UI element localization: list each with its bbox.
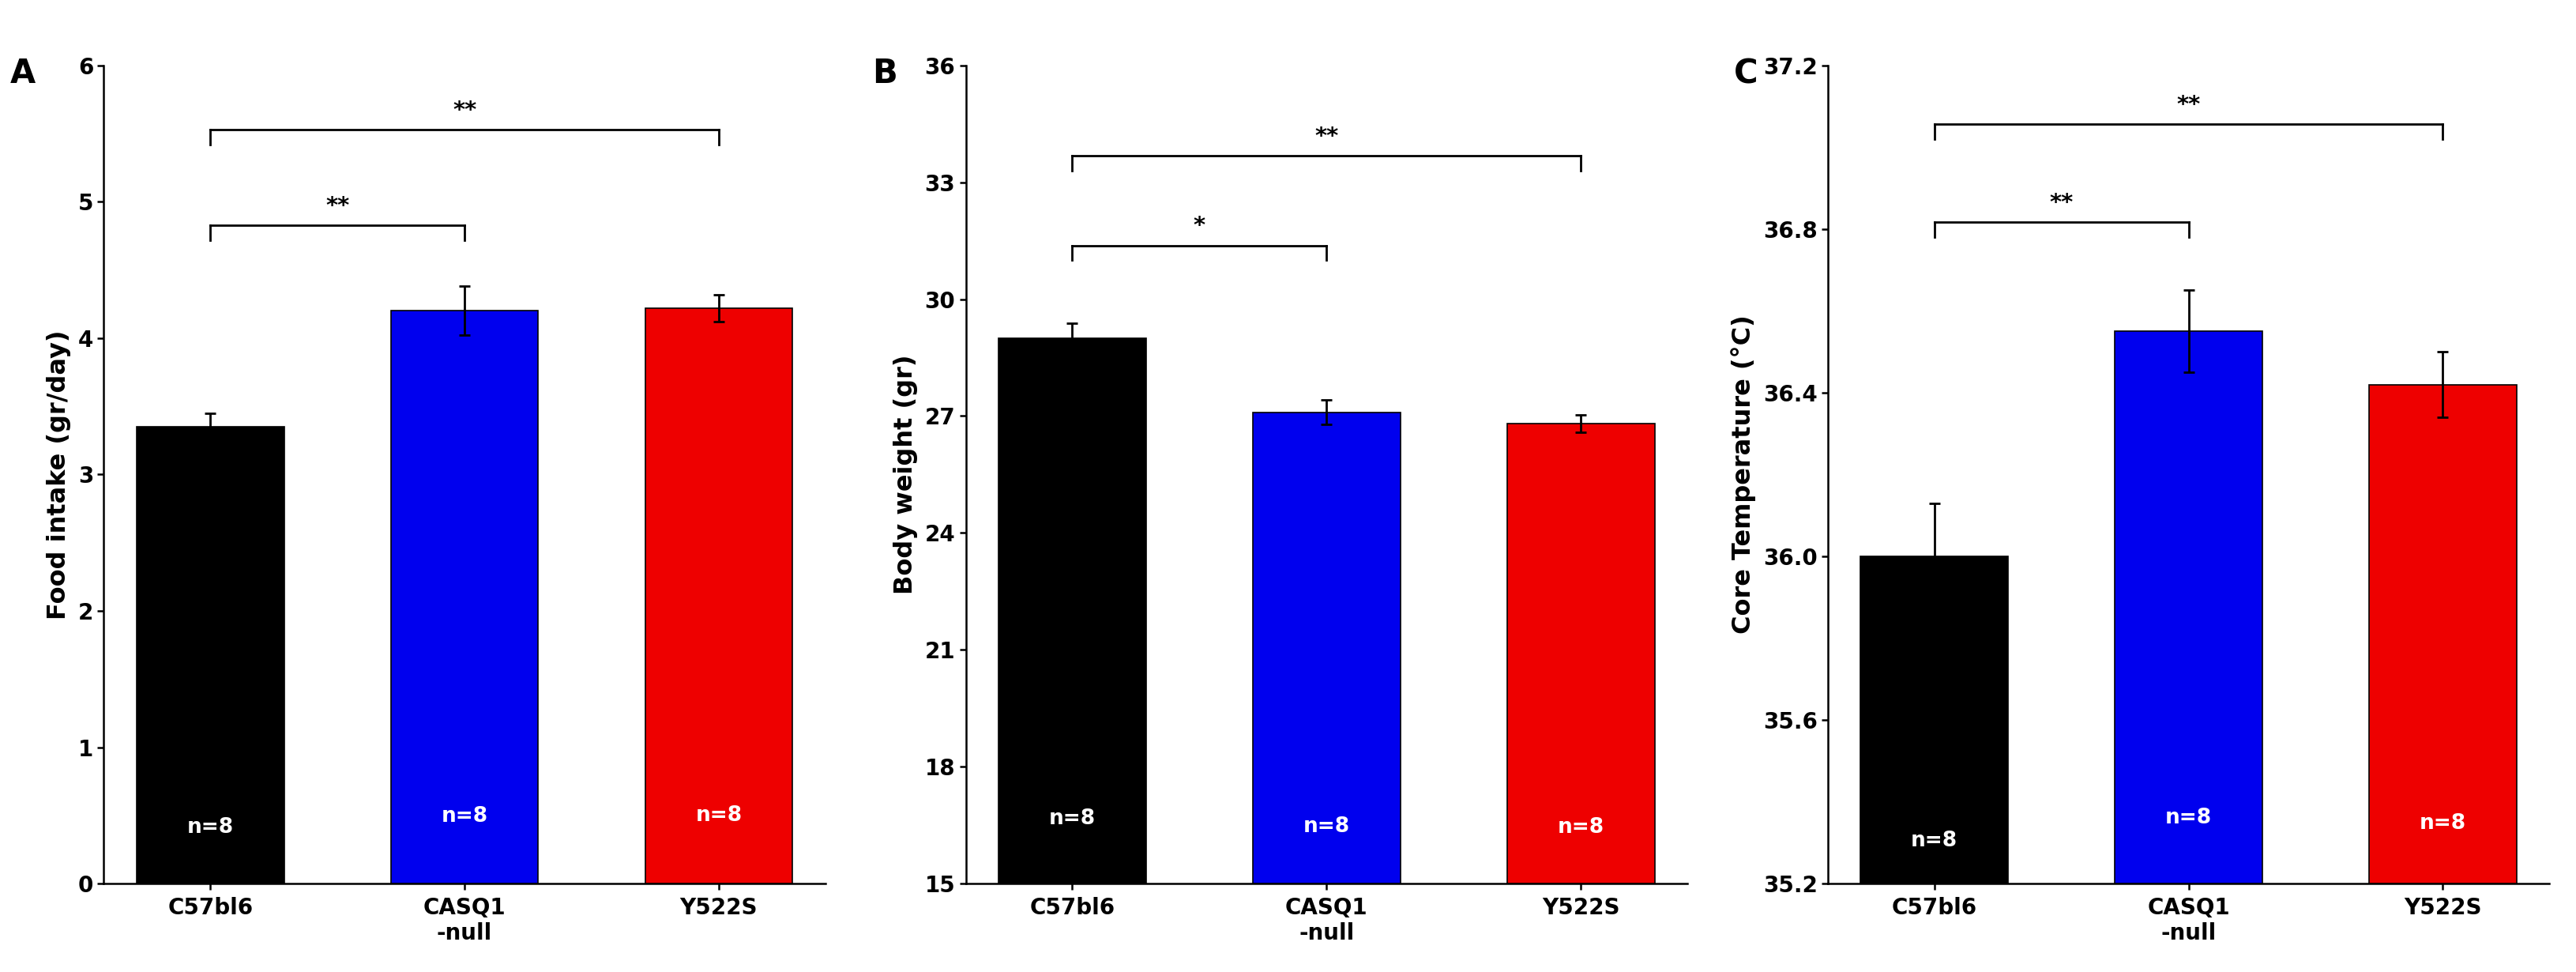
Bar (137, 427, 283, 884)
Text: n=8: n=8 (440, 806, 487, 826)
Text: **: ** (453, 99, 477, 122)
Text: n=8: n=8 (1048, 809, 1095, 829)
Text: **: ** (2048, 192, 2074, 214)
Bar (1252, 412, 1399, 884)
Text: n=8: n=8 (2419, 814, 2465, 834)
Text: **: ** (1314, 125, 1337, 148)
Y-axis label: Core Temperature (°C): Core Temperature (°C) (1731, 315, 1757, 634)
Text: A: A (10, 57, 36, 90)
Bar (1860, 556, 2007, 884)
Text: n=8: n=8 (2164, 808, 2210, 828)
Text: **: ** (2177, 94, 2200, 116)
Bar (2367, 385, 2517, 884)
Bar (1507, 424, 1654, 884)
Bar (2115, 331, 2262, 884)
Bar (999, 338, 1146, 884)
Bar (644, 308, 793, 884)
Text: n=8: n=8 (1556, 817, 1605, 838)
Y-axis label: Food intake (gr/day): Food intake (gr/day) (46, 330, 72, 619)
Y-axis label: Body weight (gr): Body weight (gr) (894, 355, 917, 595)
Text: **: ** (325, 194, 350, 217)
Text: C: C (1734, 57, 1757, 90)
Bar (392, 311, 538, 884)
Text: n=8: n=8 (1303, 816, 1350, 837)
Text: n=8: n=8 (1911, 830, 1958, 850)
Text: n=8: n=8 (188, 817, 234, 838)
Text: B: B (871, 57, 896, 90)
Text: *: * (1193, 215, 1206, 237)
Text: n=8: n=8 (696, 806, 742, 826)
